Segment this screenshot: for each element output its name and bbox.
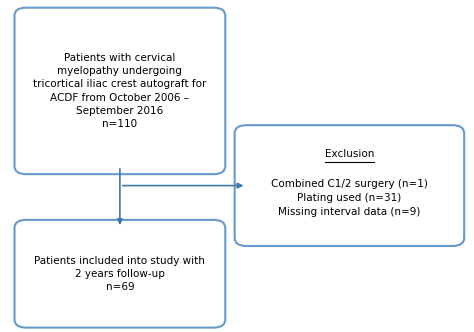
FancyBboxPatch shape bbox=[15, 8, 225, 174]
Text: Exclusion: Exclusion bbox=[325, 149, 374, 159]
Text: Patients with cervical
myelopathy undergoing
tricortical iliac crest autograft f: Patients with cervical myelopathy underg… bbox=[33, 53, 207, 129]
Text: Combined C1/2 surgery (n=1)
Plating used (n=31)
Missing interval data (n=9): Combined C1/2 surgery (n=1) Plating used… bbox=[271, 179, 428, 217]
FancyBboxPatch shape bbox=[235, 125, 464, 246]
FancyBboxPatch shape bbox=[15, 220, 225, 328]
Text: Patients included into study with
2 years follow-up
n=69: Patients included into study with 2 year… bbox=[35, 256, 205, 292]
